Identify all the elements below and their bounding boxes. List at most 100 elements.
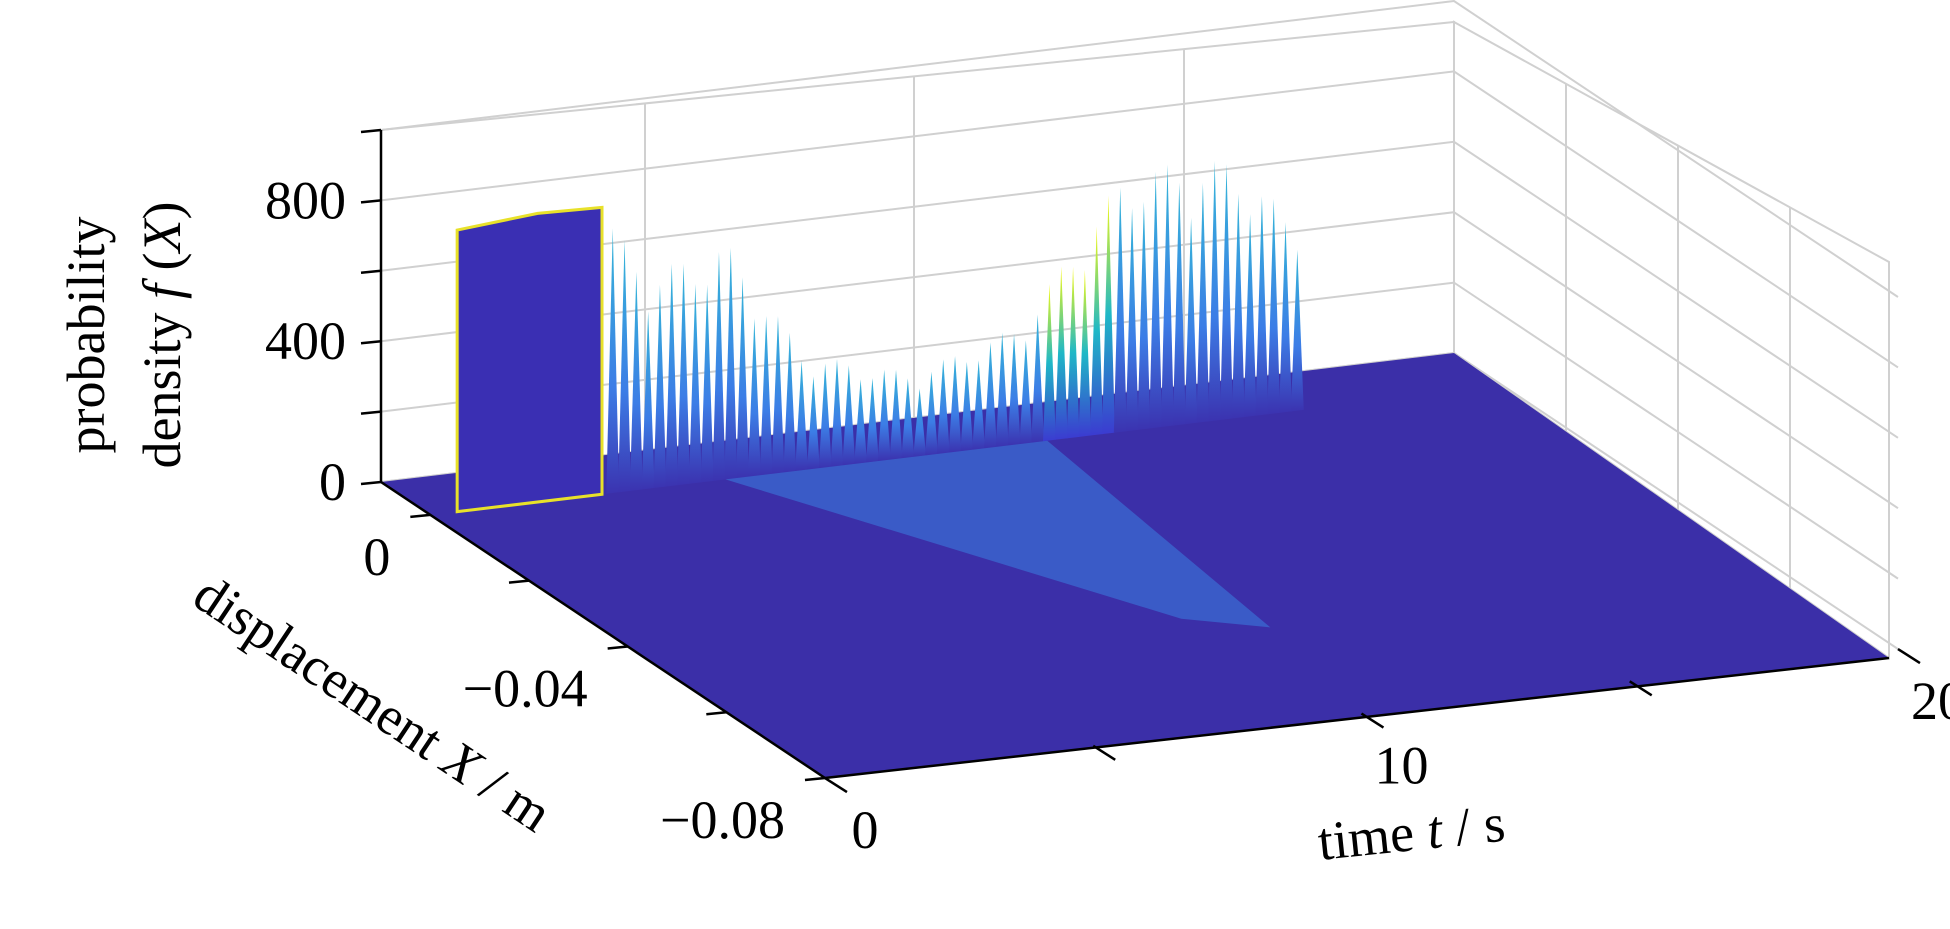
density-ridge [924, 371, 938, 456]
density-ridge [1078, 269, 1092, 437]
x-axis-label: time t / s [1315, 793, 1508, 872]
z-tick [360, 410, 382, 415]
back-walls [380, 0, 1899, 660]
z-grid-line [380, 211, 1899, 510]
density-ridge [1113, 187, 1127, 433]
surface-features [455, 160, 1304, 628]
density-ridge [1149, 171, 1163, 429]
density-ridge [724, 247, 738, 480]
density-ridge [830, 359, 844, 467]
density-ridge [889, 369, 903, 460]
density-ridge [901, 378, 915, 459]
density-ridge [818, 363, 832, 469]
density-ridge [1054, 266, 1068, 440]
density-ridge [1279, 222, 1292, 413]
density-ridge [1243, 214, 1257, 418]
y-tick-label: −0.08 [660, 790, 785, 850]
density-ridge [1161, 164, 1174, 428]
y-tick [706, 710, 727, 716]
density-ridge [747, 318, 761, 477]
z-tick-label: 400 [265, 311, 346, 371]
density-ridge [629, 271, 643, 491]
z-tick [360, 269, 382, 275]
z-tick-label: 800 [265, 170, 346, 230]
z-tick [360, 199, 382, 204]
z-grid-line [380, 140, 1899, 439]
z-grid-line [380, 0, 1899, 298]
density-ridge [1231, 193, 1245, 419]
density-ridge [1137, 201, 1151, 430]
density-ridge [1125, 207, 1139, 432]
density-ridge [1007, 333, 1021, 446]
density-ridge [972, 360, 986, 450]
density-ridge [1102, 195, 1115, 435]
y-tick [410, 513, 431, 519]
density-ridge [1031, 314, 1045, 443]
z-axis-label-line2: density f (X) [132, 202, 192, 469]
density-ridge [795, 360, 809, 472]
z-axis-label-line1: probability [56, 217, 116, 454]
y-tick-label: 0 [363, 527, 390, 587]
density-ridge [913, 388, 927, 457]
density-ridge [842, 365, 856, 466]
x-tick [824, 776, 848, 794]
density-ridge [995, 332, 1009, 447]
tick-marks [360, 128, 1921, 794]
density-ridge [1090, 226, 1104, 436]
density-ridge [1184, 217, 1198, 425]
density-ridge [806, 376, 820, 470]
density-ridge [1196, 182, 1210, 423]
z-tick [360, 480, 382, 486]
density-ridge [1255, 196, 1269, 416]
density-ridge [783, 332, 797, 473]
density-ridge [936, 359, 950, 455]
density-ridge [1267, 198, 1281, 415]
density-ridge [854, 379, 868, 464]
density-block [455, 205, 604, 514]
density-ridge [712, 251, 726, 481]
z-grid-line [380, 281, 1899, 580]
z-tick [360, 128, 382, 134]
density-ridge [736, 277, 750, 479]
y-tick [508, 579, 530, 584]
density-ridge [665, 263, 679, 487]
y-tick [804, 776, 826, 782]
x-tick [1629, 680, 1653, 697]
density-ridge [688, 283, 702, 484]
density-ridge [960, 361, 974, 452]
x-axis-line [824, 656, 1890, 780]
x-tick [1897, 647, 1921, 665]
x-tick-label: 0 [851, 800, 878, 860]
density-ridge [1220, 164, 1233, 420]
z-tick-label: 0 [319, 452, 346, 512]
y-axis-line [380, 480, 826, 780]
density-ridge [1019, 340, 1033, 445]
density-ridge [759, 315, 773, 476]
density-ridge [677, 263, 690, 486]
density-ridge [1290, 249, 1304, 412]
density-ridge [983, 342, 997, 449]
axes [379, 130, 1890, 780]
x-tick [1092, 744, 1116, 761]
z-grid-line [380, 70, 1899, 369]
density-ridge [618, 240, 631, 493]
density-ridge [641, 311, 655, 490]
density-ridge [1208, 160, 1222, 422]
density-ridge [1043, 283, 1056, 442]
density-ridge [700, 284, 714, 483]
density-ridge [771, 316, 785, 474]
y-tick-label: −0.04 [463, 658, 588, 718]
density-ridge [1172, 182, 1186, 426]
density-ridge [606, 228, 620, 494]
density-ridge [877, 369, 891, 462]
density-ridge [1066, 266, 1080, 439]
density-ridge [653, 284, 667, 489]
density-ridge [865, 377, 879, 463]
z-tick [360, 339, 382, 345]
tick-labels: 0 400 800 0 −0.04 −0.08 0 10 20 [265, 170, 1950, 860]
x-tick [1360, 712, 1385, 729]
density-ridge [948, 355, 962, 453]
density-streak [725, 440, 1271, 628]
y-tick [607, 645, 628, 650]
